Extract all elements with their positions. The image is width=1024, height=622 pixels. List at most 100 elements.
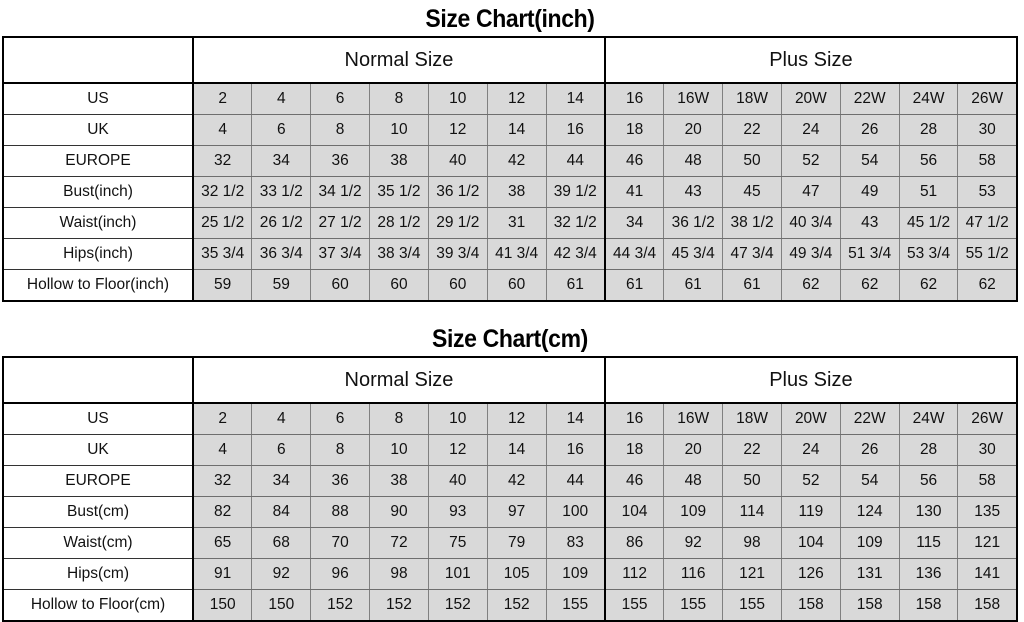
table-cell: 158	[957, 589, 1018, 622]
table-cell: 16W	[663, 82, 724, 115]
group-corner-cell	[2, 356, 194, 404]
table-cell: 119	[780, 496, 841, 528]
table-cell: 33 1/2	[251, 176, 312, 208]
table-cell: 24W	[898, 82, 959, 115]
table-cell: 47 1/2	[957, 207, 1018, 239]
table-gap	[0, 302, 1024, 322]
table-cell: 68	[251, 527, 312, 559]
table-cell: 29 1/2	[427, 207, 488, 239]
group-header-normal-size: Normal Size	[192, 36, 606, 84]
table-cell: 109	[839, 527, 900, 559]
table-cell: 35 1/2	[369, 176, 429, 208]
table-cell: 158	[780, 589, 841, 622]
table-cell: 38	[369, 145, 429, 177]
table-cell: 56	[898, 145, 959, 177]
table-cell: 121	[722, 558, 782, 590]
table-cell: 59	[192, 269, 253, 302]
table-cell: 49	[839, 176, 900, 208]
table-cell: 112	[604, 558, 665, 590]
table-cell: 62	[957, 269, 1018, 302]
table-cell: 104	[780, 527, 841, 559]
table-cell: 92	[663, 527, 724, 559]
table-cell: 8	[369, 402, 429, 435]
table-cell: 60	[486, 269, 547, 302]
table-cell: 10	[369, 434, 429, 466]
table-cell: 150	[251, 589, 312, 622]
table-cell: 70	[310, 527, 371, 559]
table-cell: 22W	[839, 402, 900, 435]
table-cell: 116	[663, 558, 724, 590]
row-label: US	[2, 82, 194, 115]
table-row: Hips(inch) 35 3/4 36 3/4 37 3/4 38 3/4 39 3/4…	[2, 238, 1018, 270]
table-cell: 61	[545, 269, 606, 302]
table-cell: 83	[545, 527, 606, 559]
table-cell: 43	[839, 207, 900, 239]
table-cell: 135	[957, 496, 1018, 528]
table-cell: 20	[663, 434, 724, 466]
table-cell: 32 1/2	[545, 207, 606, 239]
table-cell: 105	[486, 558, 547, 590]
table-cell: 86	[604, 527, 665, 559]
table-cell: 51	[898, 176, 959, 208]
table-cell: 53 3/4	[898, 238, 959, 270]
table-cell: 36	[310, 145, 371, 177]
size-table: Normal Size Plus Size US 2 4 6 8 10 12 14 16 16W 18W…	[2, 356, 1018, 622]
table-cell: 61	[722, 269, 782, 302]
table-cell: 26	[839, 114, 900, 146]
size-table: Normal Size Plus Size US 2 4 6 8 10 12 14 16 16W 18W…	[2, 36, 1018, 302]
table-cell: 152	[310, 589, 371, 622]
table-cell: 38 3/4	[369, 238, 429, 270]
table-cell: 44	[545, 465, 606, 497]
table-cell: 16	[604, 402, 665, 435]
group-corner-cell	[2, 36, 194, 84]
row-label: US	[2, 402, 194, 435]
table-row: Waist(inch) 25 1/2 26 1/2 27 1/2 28 1/2 29 1/…	[2, 207, 1018, 239]
table-cell: 72	[369, 527, 429, 559]
table-row: Waist(cm) 65 68 70 72 75 79 83 86 92 98 104 109 115 12…	[2, 527, 1018, 559]
table-cell: 41 3/4	[486, 238, 547, 270]
table-cell: 25 1/2	[192, 207, 253, 239]
chart-title: Size Chart(inch)	[425, 5, 595, 33]
table-cell: 2	[192, 402, 253, 435]
row-label: UK	[2, 114, 194, 146]
table-cell: 109	[663, 496, 724, 528]
table-cell: 91	[192, 558, 253, 590]
table-cell: 26	[839, 434, 900, 466]
table-row: EUROPE 32 34 36 38 40 42 44 46 48 50 52 54 56 58	[2, 145, 1018, 177]
table-cell: 39 3/4	[427, 238, 488, 270]
group-header-plus-size: Plus Size	[604, 356, 1018, 404]
table-cell: 45 1/2	[898, 207, 959, 239]
table-cell: 2	[192, 82, 253, 115]
table-cell: 115	[898, 527, 959, 559]
row-label: Hollow to Floor(inch)	[2, 269, 194, 302]
table-cell: 100	[545, 496, 606, 528]
table-cell: 35 3/4	[192, 238, 253, 270]
table-cell: 49 3/4	[780, 238, 841, 270]
row-label: UK	[2, 434, 194, 466]
table-cell: 22W	[839, 82, 900, 115]
table-cell: 6	[251, 114, 312, 146]
table-cell: 47	[780, 176, 841, 208]
table-row: Hollow to Floor(inch) 59 59 60 60 60 60 61 61 61 6…	[2, 269, 1018, 302]
table-cell: 18	[604, 114, 665, 146]
row-label: Bust(cm)	[2, 496, 194, 528]
table-cell: 43	[663, 176, 724, 208]
table-cell: 24	[780, 114, 841, 146]
table-cell: 48	[663, 145, 724, 177]
table-cell: 10	[369, 114, 429, 146]
table-cell: 32 1/2	[192, 176, 253, 208]
table-cell: 14	[486, 434, 547, 466]
table-cell: 61	[604, 269, 665, 302]
table-cell: 24	[780, 434, 841, 466]
table-cell: 56	[898, 465, 959, 497]
table-cell: 26 1/2	[251, 207, 312, 239]
group-header-row: Normal Size Plus Size	[2, 36, 1018, 84]
table-cell: 88	[310, 496, 371, 528]
table-cell: 46	[604, 145, 665, 177]
table-cell: 30	[957, 434, 1018, 466]
table-cell: 37 3/4	[310, 238, 371, 270]
table-cell: 54	[839, 145, 900, 177]
size-chart-block-cm: Size Chart(cm) Normal Size Plus Size US 2 4 6 8…	[2, 322, 1018, 622]
table-cell: 45	[722, 176, 782, 208]
table-row: Hollow to Floor(cm) 150 150 152 152 152 152 155…	[2, 589, 1018, 622]
